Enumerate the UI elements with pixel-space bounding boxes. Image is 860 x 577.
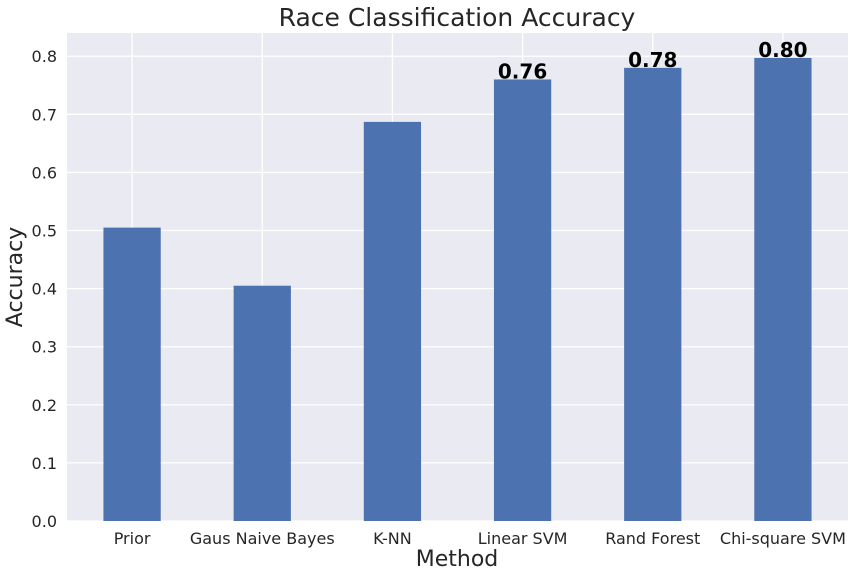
- data-label-4: 0.78: [628, 48, 677, 72]
- bar-2: [363, 121, 422, 521]
- bar-5: [754, 57, 812, 521]
- y-tick-label: 0.8: [32, 47, 57, 66]
- x-tick-label: Linear SVM: [478, 529, 568, 548]
- x-tick-label: Gaus Naive Bayes: [190, 529, 335, 548]
- y-axis-ticks: 0.0 0.1 0.2 0.3 0.4 0.5 0.6 0.7 0.8: [32, 47, 57, 531]
- y-tick-label: 0.4: [32, 280, 57, 299]
- x-axis-ticks: Prior Gaus Naive Bayes K-NN Linear SVM Rand …: [114, 529, 846, 548]
- x-tick-label: Prior: [114, 529, 151, 548]
- y-tick-label: 0.6: [32, 163, 57, 182]
- bar-4: [624, 67, 682, 521]
- y-tick-label: 0.3: [32, 338, 57, 357]
- y-tick-label: 0.7: [32, 105, 57, 124]
- plot-background: [67, 33, 848, 521]
- bar-0: [103, 227, 161, 521]
- data-label-3: 0.76: [498, 59, 547, 83]
- data-label-5: 0.80: [758, 38, 807, 62]
- bar-1: [233, 285, 291, 521]
- y-tick-label: 0.2: [32, 396, 57, 415]
- chart-title: Race Classification Accuracy: [279, 3, 636, 32]
- bar-3: [493, 79, 552, 521]
- y-tick-label: 0.1: [32, 454, 57, 473]
- x-axis-label: Method: [416, 547, 499, 572]
- y-tick-label: 0.5: [32, 222, 57, 241]
- x-tick-label: K-NN: [373, 529, 412, 548]
- x-tick-label: Chi-square SVM: [720, 529, 846, 548]
- y-tick-label: 0.0: [32, 512, 57, 531]
- y-axis-label: Accuracy: [3, 227, 28, 327]
- bars: [103, 57, 812, 521]
- data-labels: 0.76 0.78 0.80: [498, 38, 808, 83]
- x-tick-label: Rand Forest: [605, 529, 700, 548]
